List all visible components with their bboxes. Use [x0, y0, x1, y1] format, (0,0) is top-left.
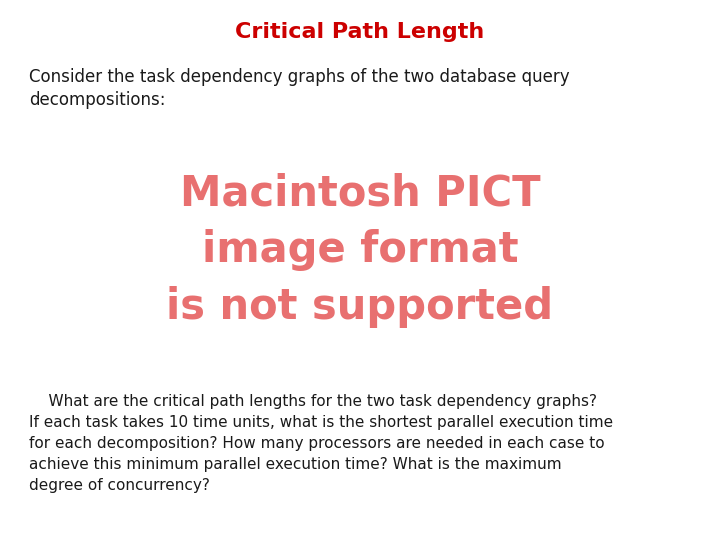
- Text: What are the critical path lengths for the two task dependency graphs?
If each t: What are the critical path lengths for t…: [29, 394, 613, 493]
- Text: Critical Path Length: Critical Path Length: [235, 22, 485, 42]
- Text: Macintosh PICT: Macintosh PICT: [180, 173, 540, 215]
- Text: is not supported: is not supported: [166, 286, 554, 328]
- Text: image format: image format: [202, 230, 518, 272]
- Text: Consider the task dependency graphs of the two database query
decompositions:: Consider the task dependency graphs of t…: [29, 68, 570, 109]
